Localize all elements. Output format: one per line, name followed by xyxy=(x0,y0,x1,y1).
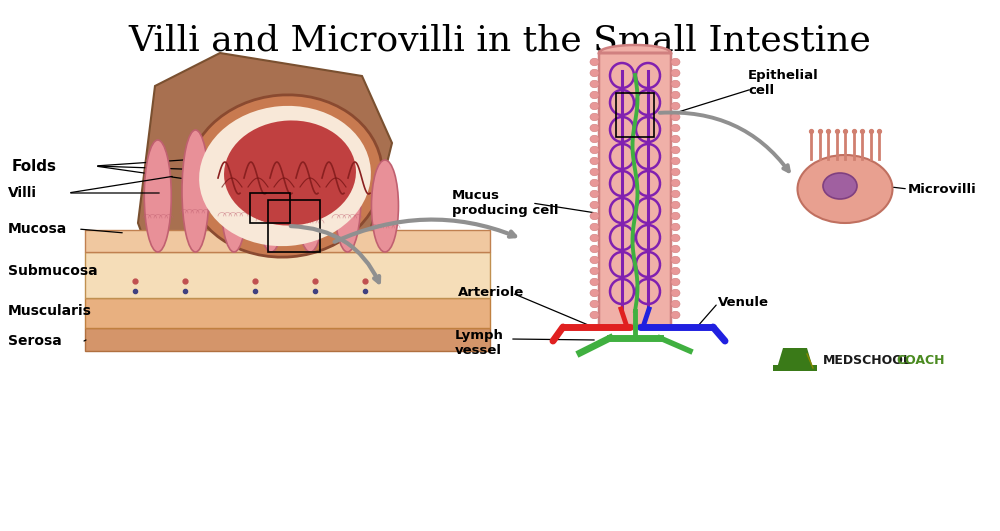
Ellipse shape xyxy=(199,106,371,246)
Ellipse shape xyxy=(671,311,680,319)
Bar xyxy=(85,298,490,328)
Ellipse shape xyxy=(671,91,680,99)
Text: Lymph
vessel: Lymph vessel xyxy=(455,329,504,357)
Text: Mucosa: Mucosa xyxy=(8,222,67,236)
Ellipse shape xyxy=(671,124,680,132)
Ellipse shape xyxy=(590,289,599,297)
Ellipse shape xyxy=(590,124,599,132)
Bar xyxy=(616,93,654,137)
Ellipse shape xyxy=(671,289,680,297)
Text: Arteriole: Arteriole xyxy=(458,287,524,299)
Ellipse shape xyxy=(334,140,361,252)
Bar xyxy=(85,328,490,351)
Text: Mucus
producing cell: Mucus producing cell xyxy=(452,189,558,217)
Ellipse shape xyxy=(671,234,680,242)
Ellipse shape xyxy=(258,146,285,252)
Bar xyxy=(268,200,320,252)
Ellipse shape xyxy=(671,102,680,110)
Ellipse shape xyxy=(671,157,680,165)
Text: Muscularis: Muscularis xyxy=(8,304,92,318)
Ellipse shape xyxy=(297,150,324,252)
Text: MEDSCHOOL: MEDSCHOOL xyxy=(823,355,912,367)
Ellipse shape xyxy=(671,190,680,198)
Ellipse shape xyxy=(671,146,680,154)
Bar xyxy=(773,365,817,371)
Ellipse shape xyxy=(671,212,680,220)
Ellipse shape xyxy=(188,95,382,257)
Ellipse shape xyxy=(590,80,599,88)
Ellipse shape xyxy=(671,80,680,88)
Ellipse shape xyxy=(590,256,599,264)
Text: Villi and Microvilli in the Small Intestine: Villi and Microvilli in the Small Intest… xyxy=(129,23,871,57)
Ellipse shape xyxy=(590,113,599,121)
Ellipse shape xyxy=(371,160,398,252)
Ellipse shape xyxy=(590,212,599,220)
Ellipse shape xyxy=(590,69,599,77)
Ellipse shape xyxy=(671,300,680,308)
Ellipse shape xyxy=(671,278,680,286)
Ellipse shape xyxy=(671,69,680,77)
Ellipse shape xyxy=(590,157,599,165)
Ellipse shape xyxy=(671,113,680,121)
Text: Serosa: Serosa xyxy=(8,334,62,348)
Polygon shape xyxy=(138,53,392,289)
Text: Folds: Folds xyxy=(12,158,57,174)
Polygon shape xyxy=(599,45,671,329)
Ellipse shape xyxy=(823,173,857,199)
Ellipse shape xyxy=(144,140,171,252)
Ellipse shape xyxy=(590,311,599,319)
Ellipse shape xyxy=(590,91,599,99)
Ellipse shape xyxy=(671,201,680,209)
Ellipse shape xyxy=(590,135,599,143)
Ellipse shape xyxy=(590,245,599,253)
Text: Submucosa: Submucosa xyxy=(8,264,98,278)
Ellipse shape xyxy=(590,234,599,242)
Ellipse shape xyxy=(671,168,680,176)
Bar xyxy=(250,193,290,223)
Ellipse shape xyxy=(182,130,209,252)
Bar xyxy=(85,230,490,252)
Ellipse shape xyxy=(590,223,599,231)
Ellipse shape xyxy=(590,267,599,275)
Ellipse shape xyxy=(797,155,892,223)
Ellipse shape xyxy=(671,179,680,187)
Ellipse shape xyxy=(671,245,680,253)
Polygon shape xyxy=(777,348,813,368)
Ellipse shape xyxy=(590,58,599,66)
Ellipse shape xyxy=(590,300,599,308)
Ellipse shape xyxy=(590,179,599,187)
Text: Microvilli: Microvilli xyxy=(908,183,977,195)
Text: Epithelial
cell: Epithelial cell xyxy=(748,69,819,97)
Ellipse shape xyxy=(590,201,599,209)
Text: COACH: COACH xyxy=(896,355,945,367)
Ellipse shape xyxy=(671,267,680,275)
Ellipse shape xyxy=(221,136,248,252)
Ellipse shape xyxy=(590,102,599,110)
Ellipse shape xyxy=(671,256,680,264)
Ellipse shape xyxy=(590,168,599,176)
Text: Villi: Villi xyxy=(8,186,37,200)
Ellipse shape xyxy=(671,223,680,231)
Bar xyxy=(85,252,490,298)
Ellipse shape xyxy=(224,121,356,226)
Text: Venule: Venule xyxy=(718,296,769,310)
Ellipse shape xyxy=(671,135,680,143)
Ellipse shape xyxy=(671,58,680,66)
Ellipse shape xyxy=(590,190,599,198)
Ellipse shape xyxy=(590,146,599,154)
Ellipse shape xyxy=(590,278,599,286)
